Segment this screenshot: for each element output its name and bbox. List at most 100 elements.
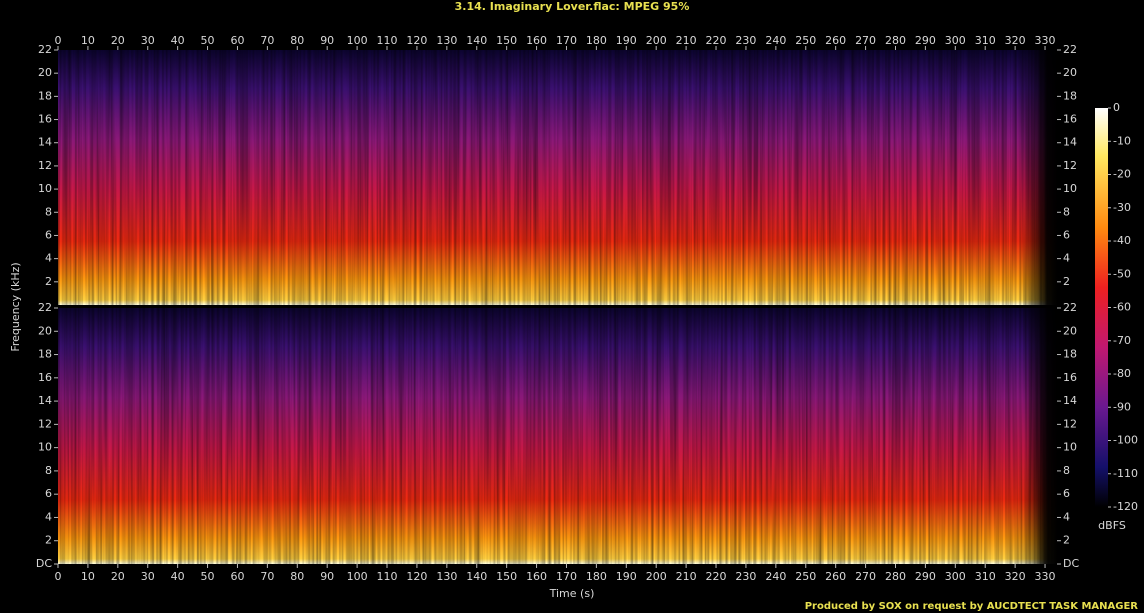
x-tick-label: 60 xyxy=(230,570,244,583)
x-tick-label: 70 xyxy=(260,570,274,583)
x-tick-label: 180 xyxy=(586,570,607,583)
x-tick-label: 130 xyxy=(436,34,457,47)
x-tick-label: 40 xyxy=(171,34,185,47)
x-tick-label: 30 xyxy=(141,570,155,583)
colorbar-tick-label: -60 xyxy=(1113,301,1131,314)
x-tick-label: 200 xyxy=(646,570,667,583)
colorbar-tick-label: -10 xyxy=(1113,134,1131,147)
x-tick-label: 240 xyxy=(765,570,786,583)
y-tick-label: 22 xyxy=(38,301,52,314)
y-tick-label: 16 xyxy=(38,113,52,126)
y-tick-label: 2 xyxy=(1063,534,1070,547)
x-tick-label: 260 xyxy=(825,34,846,47)
x-tick-label: 60 xyxy=(230,34,244,47)
y-tick-label: 20 xyxy=(38,66,52,79)
colorbar-tick-label: -20 xyxy=(1113,168,1131,181)
x-tick-label: 30 xyxy=(141,34,155,47)
x-tick-label: 310 xyxy=(975,34,996,47)
x-tick-label: 120 xyxy=(406,34,427,47)
x-tick-label: 90 xyxy=(320,570,334,583)
x-tick-label: 100 xyxy=(347,570,368,583)
x-tick-label: 250 xyxy=(795,570,816,583)
y-tick-label: 16 xyxy=(1063,371,1077,384)
y-tick-label: 10 xyxy=(1063,182,1077,195)
y-tick-label: 8 xyxy=(1063,205,1070,218)
spectrogram-fade xyxy=(58,308,1057,564)
colorbar-tick-label: -120 xyxy=(1113,500,1138,513)
x-tick-label: 210 xyxy=(676,570,697,583)
x-tick-label: 150 xyxy=(496,570,517,583)
x-tick-label: 110 xyxy=(377,570,398,583)
x-tick-label: 200 xyxy=(646,34,667,47)
x-tick-label: 290 xyxy=(915,570,936,583)
x-tick-label: 240 xyxy=(765,34,786,47)
x-tick-label: 90 xyxy=(320,34,334,47)
x-tick-label: 270 xyxy=(855,34,876,47)
y-tick-label: 16 xyxy=(38,371,52,384)
spectrogram-fade xyxy=(58,50,1057,305)
x-tick-label: 170 xyxy=(556,570,577,583)
y-tick-label: DC xyxy=(1063,557,1079,570)
y-tick-label: 20 xyxy=(1063,324,1077,337)
y-tick-label: 14 xyxy=(38,394,52,407)
y-tick-label: 22 xyxy=(1063,43,1077,56)
x-tick-label: 280 xyxy=(885,570,906,583)
y-tick-label: 18 xyxy=(1063,89,1077,102)
x-tick-label: 40 xyxy=(171,570,185,583)
y-tick-label: 6 xyxy=(1063,228,1070,241)
x-tick-label: 170 xyxy=(556,34,577,47)
x-tick-label: 230 xyxy=(735,34,756,47)
y-tick-label: 16 xyxy=(1063,113,1077,126)
y-tick-label: 20 xyxy=(1063,66,1077,79)
y-tick-label: DC xyxy=(36,557,52,570)
y-tick-label: 20 xyxy=(38,324,52,337)
y-tick-label: 6 xyxy=(45,487,52,500)
x-tick-label: 220 xyxy=(706,34,727,47)
y-tick-label: 12 xyxy=(1063,159,1077,172)
x-tick-label: 220 xyxy=(706,570,727,583)
x-tick-label: 280 xyxy=(885,34,906,47)
x-tick-label: 140 xyxy=(466,570,487,583)
x-tick-label: 130 xyxy=(436,570,457,583)
y-tick-label: 14 xyxy=(1063,136,1077,149)
y-tick-label: 2 xyxy=(45,275,52,288)
y-tick-label: 12 xyxy=(1063,417,1077,430)
x-tick-label: 230 xyxy=(735,570,756,583)
x-tick-label: 260 xyxy=(825,570,846,583)
x-tick-label: 0 xyxy=(55,34,62,47)
y-tick-label: 4 xyxy=(1063,252,1070,265)
x-tick-label: 110 xyxy=(377,34,398,47)
y-tick-label: 18 xyxy=(1063,348,1077,361)
colorbar-tick-label: -90 xyxy=(1113,400,1131,413)
x-tick-label: 300 xyxy=(945,34,966,47)
x-tick-label: 100 xyxy=(347,34,368,47)
y-tick-label: 22 xyxy=(38,43,52,56)
y-tick-label: 10 xyxy=(1063,441,1077,454)
y-tick-label: 4 xyxy=(1063,510,1070,523)
x-tick-label: 0 xyxy=(55,570,62,583)
x-tick-label: 290 xyxy=(915,34,936,47)
y-tick-label: 6 xyxy=(1063,487,1070,500)
y-tick-label: 12 xyxy=(38,417,52,430)
x-tick-label: 250 xyxy=(795,34,816,47)
chart-title: 3.14. Imaginary Lover.flac: MPEG 95% xyxy=(455,0,690,13)
x-tick-label: 330 xyxy=(1035,34,1056,47)
x-tick-label: 160 xyxy=(526,34,547,47)
y-tick-label: 10 xyxy=(38,441,52,454)
colorbar-tick-label: 0 xyxy=(1113,101,1120,114)
colorbar-tick-label: -80 xyxy=(1113,367,1131,380)
x-tick-label: 20 xyxy=(111,570,125,583)
x-tick-label: 180 xyxy=(586,34,607,47)
colorbar-tick-label: -110 xyxy=(1113,467,1138,480)
x-tick-label: 80 xyxy=(290,570,304,583)
y-axis-label: Frequency (kHz) xyxy=(9,262,22,351)
y-tick-label: 18 xyxy=(38,348,52,361)
x-tick-label: 310 xyxy=(975,570,996,583)
x-tick-label: 270 xyxy=(855,570,876,583)
x-tick-label: 320 xyxy=(1005,34,1026,47)
x-tick-label: 210 xyxy=(676,34,697,47)
x-tick-label: 50 xyxy=(201,34,215,47)
y-tick-label: 4 xyxy=(45,252,52,265)
colorbar-label: dBFS xyxy=(1098,519,1126,532)
